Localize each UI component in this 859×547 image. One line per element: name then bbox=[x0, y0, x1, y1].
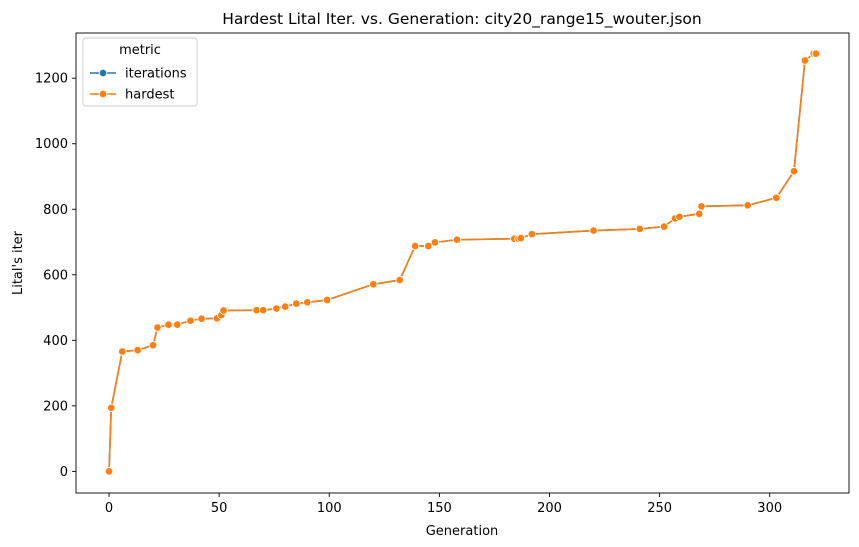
data-point bbox=[424, 241, 433, 251]
data-point bbox=[369, 280, 378, 289]
data-point bbox=[133, 345, 142, 355]
plot-frame bbox=[75, 32, 850, 494]
data-point bbox=[153, 323, 162, 332]
y-tick-label: 600 bbox=[43, 268, 68, 283]
data-point bbox=[811, 49, 821, 58]
data-point bbox=[322, 295, 332, 305]
x-tick-label: 50 bbox=[211, 501, 228, 516]
data-point bbox=[164, 320, 173, 329]
x-tick-label: 100 bbox=[317, 501, 342, 516]
data-point bbox=[675, 212, 684, 222]
legend-label-iterations: iterations bbox=[125, 67, 187, 82]
data-point bbox=[272, 304, 281, 313]
chart-title: Hardest Lital Iter. vs. Generation: city… bbox=[222, 10, 701, 29]
data-point bbox=[302, 298, 312, 307]
data-point bbox=[117, 347, 127, 356]
series-line-iterations bbox=[108, 52, 816, 472]
y-tick-label: 1000 bbox=[35, 137, 68, 152]
legend-marker-iterations bbox=[98, 68, 108, 78]
data-point bbox=[148, 340, 158, 350]
data-point bbox=[186, 316, 195, 325]
data-point bbox=[635, 224, 645, 234]
data-point bbox=[104, 467, 114, 476]
legend-frame bbox=[82, 37, 198, 107]
data-point bbox=[452, 235, 462, 244]
data-point bbox=[258, 305, 268, 315]
x-axis-label: Generation bbox=[426, 524, 499, 539]
data-point bbox=[197, 314, 206, 323]
data-point bbox=[659, 222, 669, 231]
data-point bbox=[280, 302, 290, 311]
data-point bbox=[219, 306, 228, 315]
x-tick-label: 150 bbox=[427, 501, 452, 516]
series-line-hardest bbox=[108, 52, 816, 472]
data-point bbox=[173, 320, 182, 329]
data-point bbox=[743, 201, 752, 210]
legend-marker-hardest bbox=[98, 89, 108, 99]
y-tick-label: 400 bbox=[43, 334, 68, 349]
x-tick-label: 250 bbox=[647, 501, 672, 516]
data-point bbox=[800, 56, 810, 65]
x-tick-label: 200 bbox=[537, 501, 562, 516]
legend: metric iterations hardest bbox=[82, 37, 198, 107]
y-axis-label: Lital's iter bbox=[11, 230, 26, 295]
y-tick-label: 0 bbox=[60, 465, 68, 480]
legend-title: metric bbox=[119, 43, 161, 58]
data-point bbox=[516, 233, 526, 243]
series-iterations bbox=[104, 49, 821, 476]
data-point bbox=[527, 229, 537, 239]
x-axis: 0 50 100 150 200 250 300 bbox=[105, 493, 782, 516]
legend-label-hardest: hardest bbox=[125, 88, 174, 103]
y-tick-label: 1200 bbox=[35, 72, 68, 87]
data-point bbox=[106, 403, 116, 413]
data-point bbox=[410, 241, 420, 251]
series-hardest bbox=[104, 49, 821, 476]
data-point bbox=[789, 167, 799, 176]
data-point bbox=[697, 202, 706, 211]
data-point bbox=[694, 209, 704, 219]
y-axis: 0 200 400 600 800 1000 1200 bbox=[35, 72, 76, 480]
x-tick-label: 0 bbox=[105, 501, 113, 516]
plot-area bbox=[75, 32, 850, 494]
y-tick-label: 800 bbox=[43, 203, 68, 218]
data-point bbox=[772, 193, 781, 203]
data-point bbox=[430, 238, 440, 247]
x-tick-label: 300 bbox=[757, 501, 782, 516]
data-point bbox=[395, 275, 404, 285]
y-tick-label: 200 bbox=[43, 399, 68, 414]
data-point bbox=[291, 299, 301, 308]
data-point bbox=[589, 226, 598, 235]
